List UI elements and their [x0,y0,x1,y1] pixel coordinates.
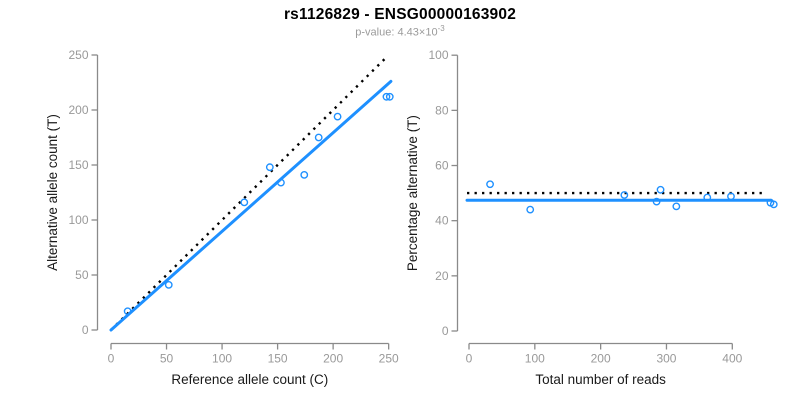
regression-line [109,79,393,332]
y-tick-label: 100 [428,48,448,62]
x-tick-label: 100 [525,352,545,366]
x-tick-label: 200 [323,352,343,366]
y-tick-label: 20 [435,269,449,283]
pvalue-label: p-value: [355,26,398,39]
y-tick-label: 200 [68,103,88,117]
pvalue-mantissa: 4.43 [397,26,419,39]
y-tick-label: 100 [68,213,88,227]
pvalue-exponent: -3 [437,24,445,33]
data-point [769,200,778,209]
y-tick-label: 0 [442,324,449,338]
y-tick-label: 50 [75,268,89,282]
data-point [486,180,494,189]
y-tick-label: 250 [68,48,88,62]
y-tick-label: 150 [68,158,88,172]
data-point [652,197,661,206]
percentage-alternative-plot-y-axis-title: Percentage alternative (T) [405,115,420,271]
x-tick-label: 0 [108,352,115,366]
allele-counts-plot-x-axis-title: Reference allele count (C) [171,372,328,387]
data-point [382,92,391,101]
x-tick-label: 100 [212,352,232,366]
y-tick-label: 80 [435,103,449,117]
data-point [265,163,274,172]
data-point [672,202,681,211]
y-tick-label: 60 [435,159,449,173]
x-tick-label: 200 [591,352,611,366]
pvalue-times-sign: × [418,26,426,39]
pvalue-base: 10 [425,26,438,39]
x-tick-label: 400 [722,352,742,366]
data-point [385,92,394,101]
x-tick-label: 50 [160,352,174,366]
x-tick-label: 0 [466,352,473,366]
data-point [703,193,712,202]
y-tick-label: 40 [435,214,449,228]
x-tick-label: 300 [656,352,676,366]
data-point [620,191,629,199]
data-point [300,170,309,179]
data-point [123,307,132,316]
x-tick-label: 150 [268,352,288,366]
data-point [656,185,665,194]
data-point [277,178,285,187]
figure-title: rs1126829 - ENSG00000163902 [283,6,517,23]
data-point [727,192,735,201]
data-point [314,133,323,142]
data-point [164,280,173,289]
data-point [333,112,342,121]
data-point [240,198,249,207]
identity-line [110,55,389,331]
percentage-alternative-plot-x-axis-title: Total number of reads [535,372,666,387]
allele-counts-plot-y-axis-title: Alternative allele count (T) [45,114,60,271]
data-point [526,205,535,214]
figure-subtitle: p-value: 4.43×10-3 [0,24,800,39]
x-tick-label: 250 [379,352,399,366]
y-tick-label: 0 [82,323,89,337]
